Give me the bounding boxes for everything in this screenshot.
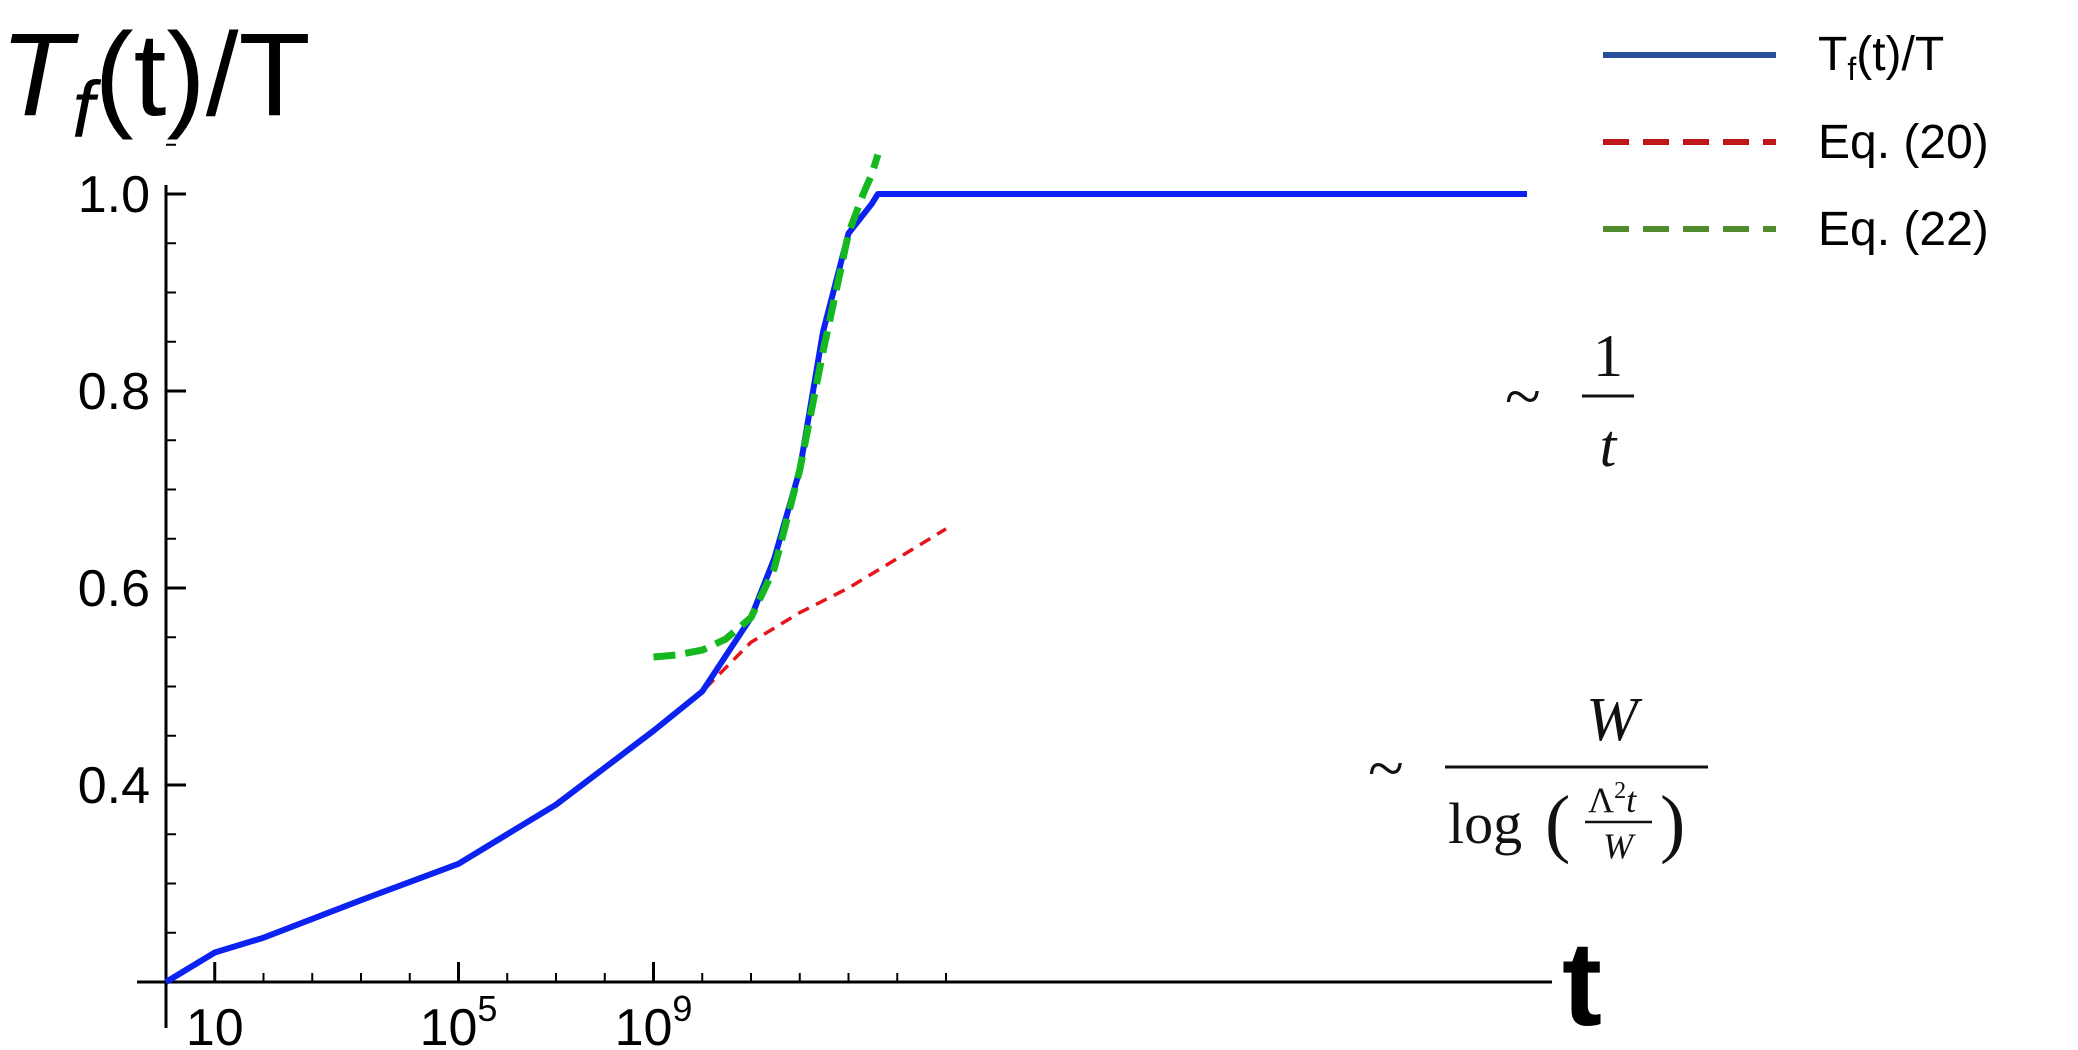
axes	[137, 185, 1552, 1028]
legend-label-eq20: Eq. (20)	[1818, 116, 1989, 169]
y-axis-title-rest: (t)/T	[94, 9, 310, 141]
y-tick-label: 0.6	[78, 560, 150, 618]
series-layer	[164, 153, 1527, 985]
y-tick-label: 1.0	[78, 166, 150, 224]
series-eq22-curve	[653, 153, 882, 661]
minor-ticks	[166, 143, 947, 983]
annotation-inverse-t: ~ 1 t	[1505, 323, 1634, 479]
x-tick-label: 105	[420, 988, 498, 1050]
annotation-2-exponent: 2	[1614, 778, 1626, 804]
annotation-2-tilde: ~	[1368, 732, 1404, 805]
annotation-log-form: ~ W log ( Λ2t W )	[1368, 686, 1708, 866]
annotation-2-numerator: W	[1586, 686, 1643, 754]
annotation-1-numerator: 1	[1593, 323, 1623, 389]
x-axis-title: t	[1562, 917, 1602, 1050]
y-tick-label: 0.8	[78, 363, 150, 421]
x-tick-label: 10	[186, 999, 244, 1050]
legend-label-tf-rest: (t)/T	[1856, 28, 1944, 81]
y-axis-title: Tf(t)/T	[0, 9, 311, 154]
x-tick-label: 109	[615, 988, 693, 1050]
annotation-2-right-paren: )	[1660, 781, 1685, 865]
x-tick-labels: 10 105 109	[186, 988, 693, 1050]
annotation-2-inner-denominator: W	[1603, 826, 1636, 866]
y-tick-labels: 0.4 0.6 0.8 1.0	[78, 166, 150, 815]
annotation-2-lambda: Λ	[1588, 780, 1614, 820]
major-ticks	[166, 192, 655, 982]
series-eq20-curve	[165, 527, 947, 984]
annotation-2-var: t	[1626, 780, 1637, 820]
legend-label-tf-main: T	[1818, 28, 1847, 81]
annotation-2-log: log	[1448, 791, 1522, 856]
annotation-1-tilde: ~	[1505, 360, 1541, 433]
legend: Tf(t)/T Eq. (20) Eq. (22)	[1603, 28, 1989, 256]
legend-label-tf-sub: f	[1847, 51, 1856, 87]
annotation-1-denominator: t	[1600, 413, 1618, 479]
y-tick-label: 0.4	[78, 757, 150, 815]
series-tf-curve	[164, 191, 1527, 985]
legend-label-eq22: Eq. (22)	[1818, 203, 1989, 256]
annotation-2-inner-numerator: Λ2t	[1588, 778, 1637, 820]
y-axis-title-main: T	[0, 9, 80, 141]
annotation-2-left-paren: (	[1545, 781, 1570, 865]
legend-label-tf: Tf(t)/T	[1818, 28, 1944, 87]
